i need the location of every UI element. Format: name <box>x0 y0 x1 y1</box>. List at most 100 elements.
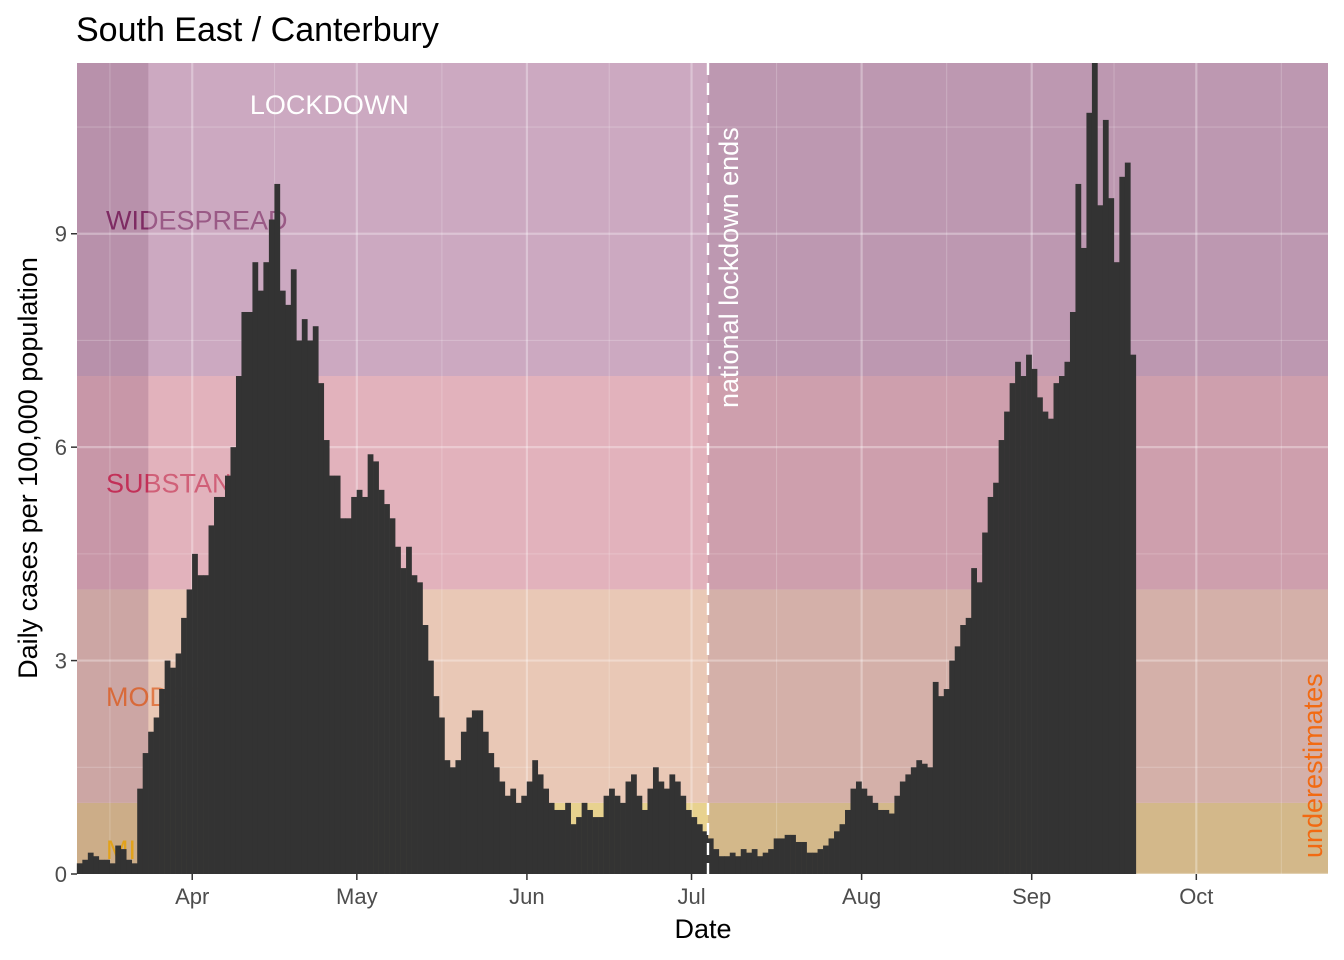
bar <box>477 710 484 874</box>
shaded-period-0 <box>77 63 149 874</box>
bar <box>181 617 187 874</box>
bar <box>987 496 994 874</box>
bar <box>290 269 297 874</box>
bar <box>976 582 983 874</box>
x-tick-label: Aug <box>842 884 881 909</box>
bar <box>993 482 999 874</box>
bar <box>279 290 286 874</box>
bar <box>537 774 544 874</box>
y-tick-label: 3 <box>55 649 67 674</box>
bar <box>1015 361 1021 875</box>
bar <box>126 859 133 874</box>
bar <box>1058 376 1065 874</box>
bar <box>614 795 621 874</box>
bar <box>790 834 796 874</box>
bar <box>482 731 489 874</box>
bar <box>515 802 522 874</box>
x-tick-label: Jul <box>677 884 705 909</box>
bar <box>932 681 939 874</box>
bar <box>806 852 813 874</box>
bar <box>521 795 528 874</box>
bar <box>839 824 846 874</box>
x-axis-title: Date <box>674 914 731 944</box>
y-tick-label: 9 <box>55 222 67 247</box>
bar <box>1108 198 1115 874</box>
bar <box>1048 418 1054 874</box>
bar <box>345 518 352 874</box>
bar <box>422 625 429 874</box>
band-label-widespread: WIDESPREAD <box>106 206 288 236</box>
bar <box>1053 383 1060 874</box>
bar <box>905 774 912 874</box>
bar <box>301 319 308 875</box>
bar <box>87 852 94 874</box>
x-tick-label: Sep <box>1012 884 1051 909</box>
chart-title: South East / Canterbury <box>76 11 439 49</box>
bar <box>1075 183 1082 874</box>
bar <box>488 753 495 874</box>
bar <box>801 841 807 874</box>
bar <box>652 767 659 874</box>
bar <box>164 660 171 874</box>
bar <box>949 660 956 874</box>
bar <box>965 617 972 874</box>
bar <box>823 845 829 874</box>
bar <box>834 831 840 874</box>
lockdown-end-label: national lockdown ends <box>714 127 744 408</box>
bar <box>362 496 368 874</box>
bar <box>921 763 928 874</box>
bar <box>307 340 314 874</box>
bar <box>620 802 626 874</box>
bar <box>235 376 242 874</box>
bar <box>329 475 336 874</box>
bar <box>850 788 857 874</box>
bar <box>224 475 231 874</box>
bar <box>186 589 193 874</box>
bar <box>395 546 401 874</box>
bar <box>685 809 692 874</box>
bar <box>493 767 500 874</box>
x-tick-label: Oct <box>1179 884 1213 909</box>
bar <box>943 689 950 874</box>
bar <box>899 781 906 874</box>
bar <box>927 767 934 874</box>
bar <box>115 845 122 874</box>
bar <box>170 667 176 874</box>
bar <box>93 856 100 874</box>
bar <box>1064 361 1071 875</box>
bar <box>400 568 407 874</box>
bar <box>318 383 325 874</box>
bar <box>916 760 923 874</box>
underestimates-label: underestimates <box>1298 673 1328 858</box>
annotations: national lockdown ends underestimates <box>706 63 1328 874</box>
bar <box>1020 376 1027 874</box>
bar <box>389 518 396 874</box>
bar <box>883 809 890 874</box>
bar <box>998 440 1005 874</box>
bar <box>598 817 604 874</box>
bars <box>76 63 1137 875</box>
bar <box>702 831 709 874</box>
bar <box>142 753 149 874</box>
bar <box>1102 119 1109 874</box>
bar <box>768 849 774 874</box>
bar <box>109 863 116 874</box>
bar <box>1004 411 1010 874</box>
bar <box>406 546 412 874</box>
x-tick-label: May <box>336 884 378 909</box>
bar <box>263 262 270 874</box>
bar <box>153 717 160 874</box>
bar <box>82 859 89 874</box>
bar <box>175 653 182 874</box>
bar <box>707 838 714 874</box>
bar <box>444 760 451 874</box>
bar <box>257 290 264 874</box>
bar <box>351 496 357 874</box>
bar <box>779 838 785 874</box>
bar <box>504 795 511 874</box>
bar <box>1113 262 1120 874</box>
bar <box>888 813 895 874</box>
bar <box>252 262 259 874</box>
bar <box>631 774 637 874</box>
bar <box>548 802 555 874</box>
